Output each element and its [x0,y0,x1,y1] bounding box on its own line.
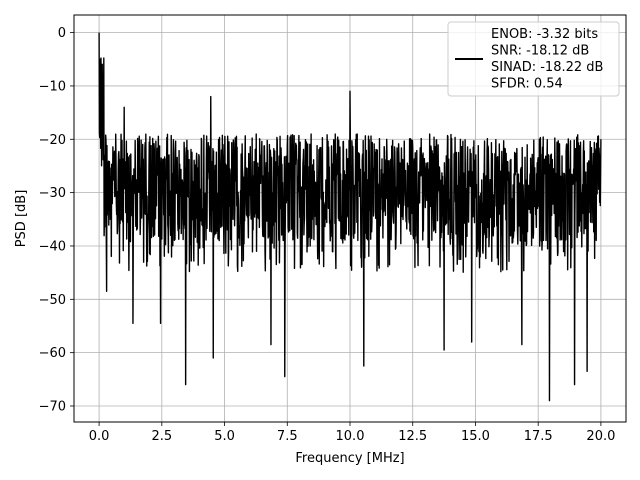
y-tick-label: −10 [39,79,66,94]
x-axis-label: Frequency [MHz] [295,451,404,466]
y-axis-label: PSD [dB] [14,190,29,248]
x-tick-label: 10.0 [336,429,365,444]
psd-series-line [98,32,602,402]
y-tick-label: −20 [39,133,66,148]
legend-enob: ENOB: -3.32 bits [491,27,598,42]
x-tick-label: 12.5 [398,429,427,444]
y-tick-label: −40 [39,239,66,254]
y-tick-label: −70 [39,399,66,414]
y-tick-label: −60 [39,346,66,361]
x-tick-label: 0.0 [89,429,110,444]
legend-box [447,21,620,97]
legend-sfdr: SFDR: 0.54 [491,77,563,92]
legend-snr: SNR: -18.12 dB [491,44,589,59]
y-tick-label: −50 [39,293,66,308]
legend: ENOB: -3.32 bits SNR: -18.12 dB SINAD: -… [447,21,620,97]
x-tick-label: 17.5 [524,429,553,444]
y-tick-label: 0 [58,26,66,41]
plot-area [98,32,602,402]
x-tick-label: 15.0 [461,429,490,444]
x-tick-label: 5.0 [214,429,235,444]
x-tick-label: 7.5 [277,429,298,444]
y-tick-label: −30 [39,186,66,201]
legend-sinad: SINAD: -18.22 dB [491,60,603,75]
x-tick-label: 20.0 [586,429,615,444]
axis-ticks: 0.0 2.5 5.0 7.5 10.0 12.5 15.0 17.5 20.0 0 −10 −20 −… [39,26,616,444]
x-tick-label: 2.5 [151,429,172,444]
